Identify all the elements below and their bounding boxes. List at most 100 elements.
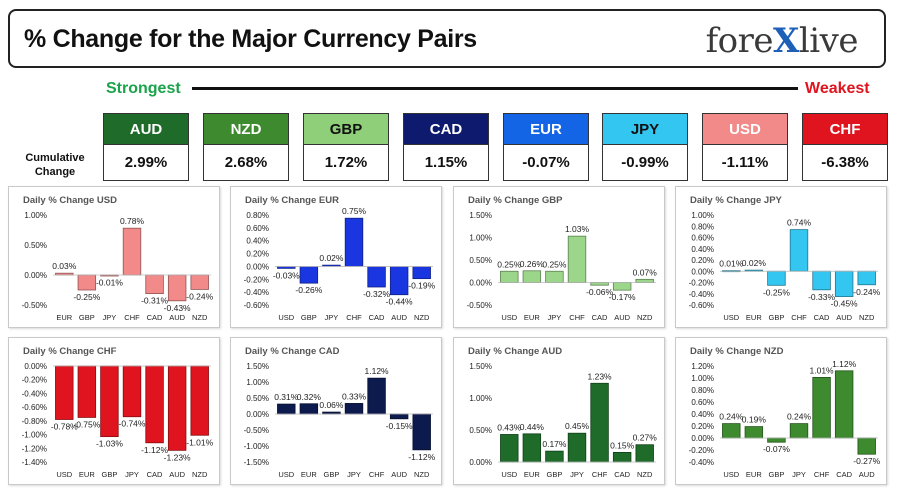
- data-label: 0.78%: [120, 216, 145, 226]
- bar-nzd: [190, 365, 209, 436]
- data-label: 0.17%: [542, 439, 567, 449]
- data-label: 0.06%: [319, 400, 344, 410]
- chart-title: Daily % Change CHF: [23, 346, 117, 357]
- data-label: -0.32%: [363, 289, 390, 299]
- bar-gbp: [767, 270, 786, 286]
- y-tick-label: -0.40%: [22, 389, 47, 398]
- y-tick-label: 0.80%: [691, 222, 714, 231]
- data-label: -0.45%: [831, 299, 858, 309]
- y-tick-label: -1.20%: [22, 444, 47, 453]
- x-tick-label: EUR: [79, 470, 95, 479]
- data-label: 0.07%: [633, 267, 658, 277]
- bar-eur: [299, 403, 319, 415]
- data-label: 0.44%: [520, 422, 545, 432]
- x-tick-label: GBP: [79, 313, 95, 322]
- cumulative-value: -0.99%: [621, 154, 669, 171]
- y-tick-label: 0.60%: [691, 234, 714, 243]
- x-tick-label: EUR: [56, 313, 72, 322]
- y-tick-label: 0.20%: [246, 250, 269, 259]
- x-tick-label: JPY: [125, 470, 139, 479]
- y-tick-label: -0.50%: [467, 301, 492, 310]
- bar-usd: [722, 423, 741, 439]
- x-tick-label: USD: [501, 313, 517, 322]
- x-tick-label: CHF: [569, 313, 585, 322]
- data-label: -0.44%: [386, 297, 413, 307]
- bar-jpy: [789, 423, 809, 439]
- y-tick-label: 0.00%: [691, 267, 714, 276]
- x-tick-label: USD: [278, 470, 294, 479]
- bar-chart-svg: Daily % Change JPY -0.60% -0.40% -0.20% 0.00…: [689, 195, 881, 322]
- data-label: 1.01%: [810, 365, 835, 375]
- cumulative-value: 1.72%: [324, 154, 368, 171]
- data-label: 0.43%: [497, 422, 522, 432]
- cumulative-change-label: Cumulative Change: [25, 152, 85, 178]
- y-tick-label: -0.40%: [244, 288, 269, 297]
- data-label: 0.01%: [719, 259, 744, 269]
- bar-jpy: [567, 432, 587, 463]
- y-tick-label: 1.50%: [469, 211, 492, 220]
- bar-chart-svg: Daily % Change USD -0.50% 0.00% 0.50% 1.00% 0…: [22, 195, 214, 322]
- y-tick-label: -0.20%: [689, 446, 714, 455]
- data-label: -0.17%: [609, 292, 636, 302]
- data-label: -0.07%: [763, 444, 790, 454]
- data-label: 0.24%: [787, 412, 812, 422]
- y-tick-label: -0.40%: [689, 290, 714, 299]
- chart-panel-1: Daily % Change USD -0.50% 0.00% 0.50% 1.00% 0…: [8, 186, 220, 328]
- y-tick-label: 1.20%: [691, 362, 714, 371]
- data-label: -0.03%: [273, 270, 300, 280]
- bar-cad: [145, 365, 164, 444]
- data-label: -0.78%: [51, 421, 78, 431]
- y-tick-label: 0.60%: [246, 224, 269, 233]
- strength-scale-line: [192, 87, 798, 90]
- cumulative-value: 2.68%: [224, 154, 268, 171]
- y-tick-label: 0.40%: [246, 237, 269, 246]
- data-label: -0.27%: [853, 456, 880, 466]
- x-tick-label: AUD: [836, 313, 852, 322]
- data-label: 0.31%: [274, 392, 299, 402]
- data-label: 0.27%: [633, 433, 658, 443]
- chart-title: Daily % Change CAD: [245, 346, 340, 357]
- bar-chart-svg: Daily % Change CHF -1.40% -1.20% -1.00% -0.8…: [22, 346, 214, 479]
- data-label: -0.24%: [853, 287, 880, 297]
- page-title: % Change for the Major Currency Pairs: [24, 25, 477, 53]
- data-label: -0.19%: [408, 281, 435, 291]
- x-tick-label: JPY: [792, 470, 806, 479]
- chart-panel-3: Daily % Change GBP -0.50% 0.00% 0.50% 1.00% 1…: [453, 186, 665, 328]
- x-tick-label: CHF: [592, 470, 608, 479]
- x-tick-label: EUR: [746, 470, 762, 479]
- y-tick-label: 0.40%: [691, 245, 714, 254]
- data-label: 1.23%: [588, 371, 613, 381]
- bar-cad: [145, 274, 164, 295]
- x-tick-label: AUD: [169, 313, 185, 322]
- currency-code: USD: [703, 114, 787, 145]
- chart-title: Daily % Change GBP: [468, 195, 563, 206]
- weakest-label: Weakest: [805, 80, 870, 97]
- data-label: -0.06%: [586, 287, 613, 297]
- bar-usd: [500, 270, 519, 283]
- currency-code: JPY: [603, 114, 687, 145]
- x-tick-label: NZD: [637, 470, 653, 479]
- x-tick-label: NZD: [192, 470, 208, 479]
- data-label: 0.25%: [542, 259, 567, 269]
- x-tick-label: AUD: [859, 470, 875, 479]
- y-tick-label: 1.00%: [691, 374, 714, 383]
- bar-aud: [612, 282, 632, 291]
- data-label: -0.75%: [73, 419, 100, 429]
- x-tick-label: JPY: [103, 313, 117, 322]
- y-tick-label: -0.20%: [22, 376, 47, 385]
- currency-box-jpy: JPY -0.99%: [602, 113, 688, 181]
- x-tick-label: EUR: [524, 470, 540, 479]
- currency-box-aud: AUD 2.99%: [103, 113, 189, 181]
- data-label: 1.12%: [832, 359, 857, 369]
- y-tick-label: 0.50%: [469, 256, 492, 265]
- bar-eur: [744, 426, 764, 439]
- data-label: 0.74%: [787, 218, 812, 228]
- bar-chf: [344, 217, 364, 267]
- data-label: 0.24%: [719, 412, 744, 422]
- x-tick-label: GBP: [301, 313, 317, 322]
- data-label: -0.25%: [763, 287, 790, 297]
- bar-jpy: [122, 365, 142, 418]
- forexlive-logo: foreXlive: [705, 21, 859, 61]
- bar-aud: [857, 437, 876, 455]
- y-tick-label: 1.50%: [246, 362, 269, 371]
